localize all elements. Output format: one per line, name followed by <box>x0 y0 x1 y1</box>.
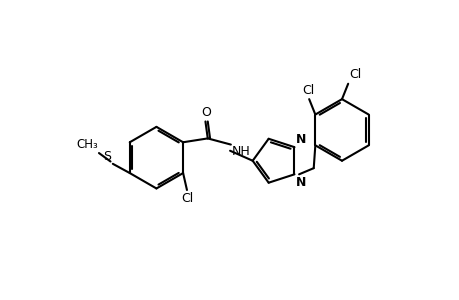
Text: N: N <box>296 176 306 189</box>
Text: S: S <box>103 150 111 163</box>
Text: N: N <box>296 133 306 146</box>
Text: O: O <box>201 106 211 119</box>
Text: Cl: Cl <box>302 84 314 97</box>
Text: NH: NH <box>231 145 250 158</box>
Text: Cl: Cl <box>180 191 193 205</box>
Text: Cl: Cl <box>349 68 361 81</box>
Text: CH₃: CH₃ <box>76 138 98 151</box>
